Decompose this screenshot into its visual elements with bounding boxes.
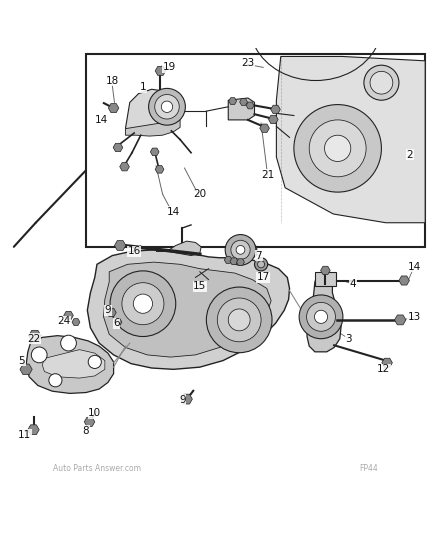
Polygon shape xyxy=(180,394,192,404)
Text: 7: 7 xyxy=(255,251,261,261)
Text: 21: 21 xyxy=(261,169,274,180)
Polygon shape xyxy=(103,262,271,357)
Circle shape xyxy=(49,374,62,387)
Polygon shape xyxy=(228,98,254,120)
Circle shape xyxy=(314,310,327,324)
Text: 15: 15 xyxy=(193,281,206,291)
Text: 13: 13 xyxy=(407,312,420,322)
Polygon shape xyxy=(108,103,119,112)
Text: 22: 22 xyxy=(27,334,40,344)
Text: 9: 9 xyxy=(179,395,185,405)
Polygon shape xyxy=(28,330,41,341)
Circle shape xyxy=(308,120,365,177)
Circle shape xyxy=(228,309,250,331)
Polygon shape xyxy=(236,259,244,265)
Polygon shape xyxy=(26,336,113,393)
Polygon shape xyxy=(106,308,116,317)
Polygon shape xyxy=(84,417,95,426)
Polygon shape xyxy=(20,364,32,375)
Circle shape xyxy=(88,356,101,368)
Polygon shape xyxy=(120,163,129,171)
Text: 24: 24 xyxy=(57,316,71,326)
Polygon shape xyxy=(150,148,159,156)
Circle shape xyxy=(217,298,261,342)
Polygon shape xyxy=(276,56,424,223)
Text: 14: 14 xyxy=(166,207,180,217)
Circle shape xyxy=(298,295,342,338)
Text: 9: 9 xyxy=(104,305,111,315)
Text: 16: 16 xyxy=(127,246,141,256)
Text: 19: 19 xyxy=(162,62,175,72)
Polygon shape xyxy=(228,98,236,104)
Polygon shape xyxy=(239,99,247,106)
Polygon shape xyxy=(166,241,201,255)
Text: 14: 14 xyxy=(95,115,108,125)
Text: Auto Parts Answer.com: Auto Parts Answer.com xyxy=(53,464,141,473)
Polygon shape xyxy=(306,274,340,352)
Polygon shape xyxy=(398,276,409,285)
Polygon shape xyxy=(64,311,73,320)
Bar xyxy=(86,54,424,247)
Circle shape xyxy=(324,135,350,161)
Circle shape xyxy=(122,282,163,325)
Circle shape xyxy=(148,88,185,125)
Polygon shape xyxy=(87,250,289,369)
Circle shape xyxy=(230,240,250,260)
Circle shape xyxy=(225,235,255,265)
Text: 11: 11 xyxy=(18,430,31,440)
Text: 20: 20 xyxy=(193,189,206,199)
Polygon shape xyxy=(28,425,39,434)
Circle shape xyxy=(110,271,175,336)
Text: FP44: FP44 xyxy=(359,464,378,473)
Circle shape xyxy=(293,104,381,192)
Polygon shape xyxy=(72,319,80,326)
Polygon shape xyxy=(114,240,126,251)
Circle shape xyxy=(254,258,267,271)
Polygon shape xyxy=(125,89,180,131)
Bar xyxy=(314,272,335,286)
Text: 8: 8 xyxy=(82,426,89,435)
Polygon shape xyxy=(114,319,122,326)
Circle shape xyxy=(31,347,47,363)
Text: 1: 1 xyxy=(139,82,146,92)
Polygon shape xyxy=(155,66,165,76)
Circle shape xyxy=(206,287,272,353)
Polygon shape xyxy=(224,256,232,263)
Text: 18: 18 xyxy=(106,76,119,85)
Circle shape xyxy=(236,246,244,254)
Polygon shape xyxy=(230,258,237,265)
Text: 5: 5 xyxy=(18,356,25,366)
Circle shape xyxy=(363,65,398,100)
Polygon shape xyxy=(113,143,123,152)
Text: 23: 23 xyxy=(241,58,254,68)
Polygon shape xyxy=(320,266,329,274)
Circle shape xyxy=(133,294,152,313)
Text: 6: 6 xyxy=(113,318,120,328)
Polygon shape xyxy=(42,350,105,378)
Text: 4: 4 xyxy=(349,279,356,289)
Circle shape xyxy=(369,71,392,94)
Polygon shape xyxy=(381,358,392,367)
Circle shape xyxy=(161,101,172,112)
Circle shape xyxy=(257,261,264,268)
Polygon shape xyxy=(155,166,163,173)
Text: 10: 10 xyxy=(88,408,101,418)
Text: 3: 3 xyxy=(345,334,351,344)
Circle shape xyxy=(306,302,335,332)
Polygon shape xyxy=(268,115,278,124)
Polygon shape xyxy=(246,102,254,109)
Circle shape xyxy=(60,335,76,351)
Text: 14: 14 xyxy=(407,262,420,271)
Polygon shape xyxy=(125,120,180,136)
Polygon shape xyxy=(270,105,280,114)
Text: 17: 17 xyxy=(256,272,269,282)
Text: 12: 12 xyxy=(376,365,389,374)
Polygon shape xyxy=(226,240,256,260)
Polygon shape xyxy=(259,124,269,132)
Circle shape xyxy=(154,94,179,119)
Polygon shape xyxy=(394,315,405,325)
Text: 2: 2 xyxy=(406,150,412,160)
